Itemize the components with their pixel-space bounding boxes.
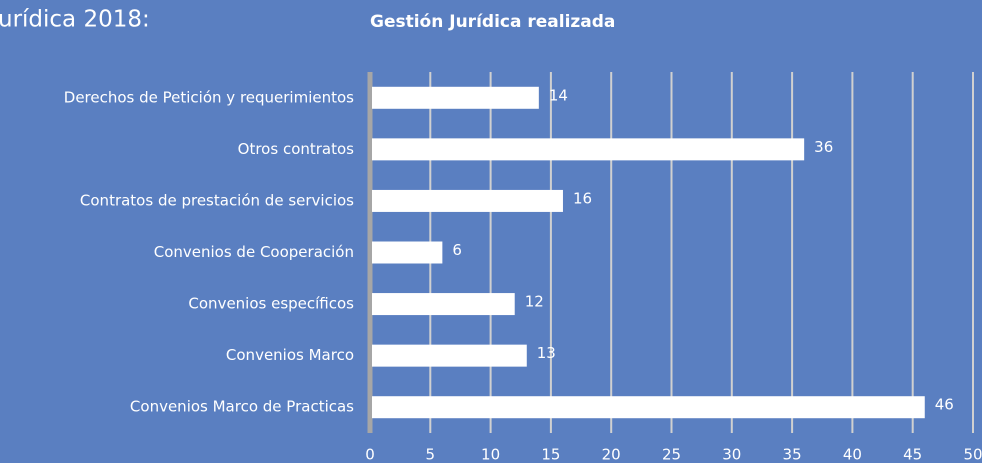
data-label: 16	[573, 189, 592, 207]
y-tick-label: Contratos de prestación de servicios	[80, 191, 354, 209]
data-label: 14	[549, 86, 568, 104]
y-tick-label: Convenios de Cooperación	[154, 243, 354, 261]
x-tick-label: 35	[783, 446, 802, 463]
x-tick-label: 50	[963, 446, 982, 463]
chart-title: Gestión Jurídica realizada	[370, 12, 615, 32]
data-label: 12	[525, 293, 544, 311]
bar	[372, 189, 563, 212]
bar	[372, 138, 805, 161]
y-tick-label: Convenios Marco	[226, 346, 354, 364]
x-tick-label: 45	[903, 446, 922, 463]
data-label: 36	[814, 138, 833, 156]
x-tick-label: 20	[602, 446, 621, 463]
x-tick-label: 15	[541, 446, 560, 463]
x-tick-label: 30	[722, 446, 741, 463]
x-tick-label: 25	[662, 446, 681, 463]
y-tick-label: Convenios específicos	[188, 295, 354, 313]
y-tick-label: Otros contratos	[238, 140, 355, 158]
x-tick-label: 40	[843, 446, 862, 463]
data-label: 6	[452, 241, 462, 259]
y-tick-label: Derechos de Petición y requerimientos	[64, 88, 354, 106]
bar	[372, 344, 527, 367]
bar	[372, 396, 925, 419]
data-label: 46	[935, 396, 954, 414]
x-tick-label: 0	[365, 446, 375, 463]
bar	[372, 241, 443, 264]
x-tick-label: 5	[426, 446, 436, 463]
data-label: 13	[537, 344, 556, 362]
x-tick-label: 10	[481, 446, 500, 463]
bar	[372, 293, 515, 316]
bar	[372, 86, 539, 109]
y-tick-label: Convenios Marco de Practicas	[130, 398, 354, 416]
page-heading: urídica 2018:	[0, 7, 150, 33]
